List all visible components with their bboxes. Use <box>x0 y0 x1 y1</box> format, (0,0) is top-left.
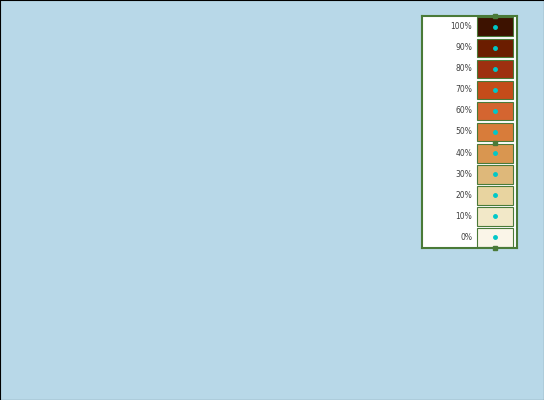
Text: 60%: 60% <box>455 106 472 116</box>
Bar <box>477 102 513 120</box>
Bar <box>477 207 513 226</box>
Text: 30%: 30% <box>455 170 472 179</box>
Bar <box>477 228 513 247</box>
Text: 50%: 50% <box>455 128 472 136</box>
Bar <box>477 123 513 142</box>
Bar <box>477 81 513 99</box>
Text: 70%: 70% <box>455 85 472 94</box>
Text: 100%: 100% <box>450 22 472 31</box>
Bar <box>477 144 513 162</box>
Bar <box>477 38 513 57</box>
Bar <box>477 60 513 78</box>
Bar <box>477 186 513 205</box>
Text: 80%: 80% <box>455 64 472 73</box>
Text: 90%: 90% <box>455 43 472 52</box>
Text: 0%: 0% <box>460 233 472 242</box>
Text: 20%: 20% <box>455 191 472 200</box>
Bar <box>477 165 513 184</box>
Text: 40%: 40% <box>455 148 472 158</box>
Text: 10%: 10% <box>455 212 472 221</box>
Bar <box>477 18 513 36</box>
